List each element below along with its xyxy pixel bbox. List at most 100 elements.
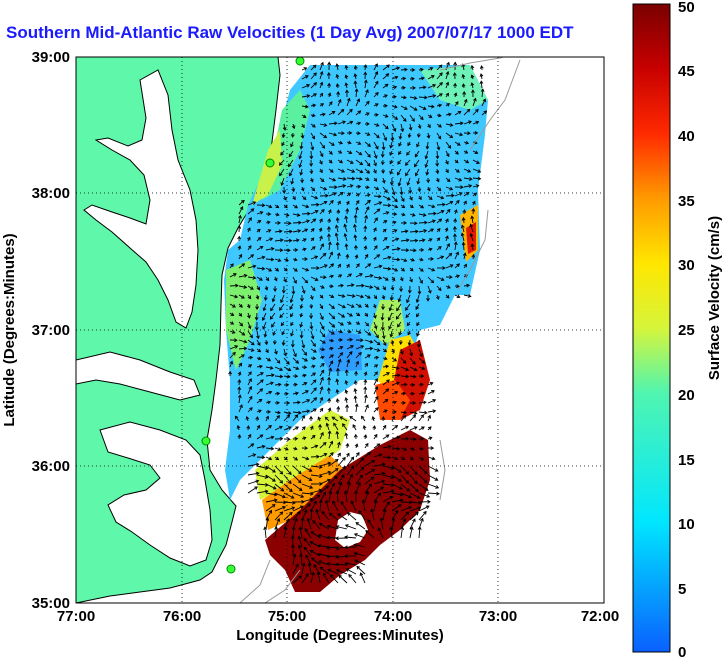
velocity-vector-head xyxy=(467,294,472,298)
velocity-vector-head xyxy=(280,487,285,492)
velocity-vector-head xyxy=(318,522,323,527)
velocity-vector xyxy=(337,242,339,251)
velocity-vector-head xyxy=(319,294,324,299)
velocity-vector-head xyxy=(449,275,453,279)
velocity-vector-head xyxy=(297,479,302,484)
velocity-vector xyxy=(409,527,413,539)
velocity-vector-head xyxy=(294,414,299,419)
velocity-vector-head xyxy=(359,572,364,577)
velocity-vector-head xyxy=(302,426,306,430)
velocity-vector xyxy=(454,122,463,125)
velocity-vector-head xyxy=(375,123,380,127)
velocity-vector-head xyxy=(316,202,320,207)
velocity-vector-head xyxy=(344,215,349,220)
velocity-vector-head xyxy=(373,314,377,319)
velocity-vector xyxy=(425,150,429,159)
velocity-vector-head xyxy=(331,482,336,487)
velocity-vector xyxy=(247,407,253,413)
velocity-vector xyxy=(238,206,244,215)
velocity-vector xyxy=(382,399,388,404)
velocity-vector xyxy=(397,321,402,328)
velocity-vector-head xyxy=(319,305,324,310)
velocity-vector-head xyxy=(471,253,476,258)
velocity-vector-head xyxy=(320,178,325,183)
velocity-vector-head xyxy=(360,294,365,299)
velocity-vector-head xyxy=(411,213,416,217)
velocity-vector xyxy=(400,239,409,242)
velocity-vector-head xyxy=(320,376,324,381)
velocity-vector-head xyxy=(355,522,360,526)
velocity-vector-head xyxy=(363,235,368,240)
velocity-vector-head xyxy=(248,217,252,221)
velocity-vector xyxy=(416,294,420,303)
velocity-vector xyxy=(301,276,308,284)
velocity-vector-head xyxy=(453,209,458,213)
velocity-vector-head xyxy=(259,277,263,281)
colorbar-tick-label: 35 xyxy=(678,193,695,210)
velocity-vector-head xyxy=(312,246,316,250)
velocity-vector xyxy=(426,141,429,149)
velocity-vector xyxy=(265,238,273,242)
velocity-vector-head xyxy=(275,204,280,209)
velocity-vector-head xyxy=(434,477,439,481)
velocity-vector xyxy=(354,396,357,404)
velocity-vector-head xyxy=(344,64,349,69)
velocity-vector-head xyxy=(241,199,245,204)
velocity-vector xyxy=(312,520,321,530)
velocity-vector xyxy=(345,216,348,224)
velocity-vector xyxy=(400,527,403,539)
velocity-vector-head xyxy=(255,471,260,476)
velocity-vector-head xyxy=(323,264,328,268)
velocity-vector-head xyxy=(304,446,309,450)
velocity-vector-head xyxy=(237,245,242,250)
velocity-vector xyxy=(418,276,423,284)
velocity-vector-head xyxy=(398,332,402,336)
velocity-vector-head xyxy=(298,410,302,415)
velocity-vector-head xyxy=(423,510,427,515)
velocity-vector xyxy=(367,519,375,530)
velocity-vector-head xyxy=(367,519,371,523)
velocity-vector-head xyxy=(343,490,348,494)
velocity-vector-head xyxy=(275,212,280,217)
velocity-vector xyxy=(292,285,295,294)
velocity-vector-head xyxy=(391,517,396,522)
velocity-vector-head xyxy=(357,110,362,115)
velocity-vector-head xyxy=(347,329,352,334)
velocity-vector-head xyxy=(389,333,394,338)
velocity-vector xyxy=(405,168,411,176)
velocity-vector-head xyxy=(348,150,353,154)
velocity-vector-head xyxy=(323,186,328,191)
velocity-vector-head xyxy=(317,533,322,538)
velocity-vector-head xyxy=(289,306,293,310)
velocity-vector-head xyxy=(289,488,293,493)
velocity-vector xyxy=(349,416,357,422)
velocity-vector-head xyxy=(354,443,359,448)
velocity-vector-head xyxy=(430,228,435,233)
velocity-vector xyxy=(373,321,377,329)
velocity-vector xyxy=(238,294,245,299)
velocity-vector-head xyxy=(347,192,352,197)
velocity-vector-head xyxy=(300,179,304,184)
velocity-vector xyxy=(400,518,406,530)
velocity-vector-head xyxy=(351,294,356,298)
velocity-vector xyxy=(292,426,299,431)
velocity-vector-head xyxy=(463,98,468,103)
velocity-vector-head xyxy=(396,246,401,251)
velocity-vector xyxy=(319,209,325,215)
velocity-vector xyxy=(461,233,465,242)
velocity-vector-head xyxy=(319,218,323,223)
velocity-vector-head xyxy=(252,264,257,269)
velocity-vector xyxy=(292,411,301,414)
velocity-vector-head xyxy=(463,263,467,268)
velocity-vector-head xyxy=(314,195,319,200)
velocity-vector-head xyxy=(250,348,255,352)
velocity-vector xyxy=(288,159,294,167)
velocity-vector-head xyxy=(464,150,469,154)
velocity-vector-head xyxy=(439,81,443,86)
velocity-vector-head xyxy=(243,285,248,289)
velocity-vector-head xyxy=(356,263,360,267)
velocity-vector xyxy=(344,536,357,539)
y-tick-label: 37:00 xyxy=(32,322,70,339)
velocity-vector-head xyxy=(290,332,294,337)
